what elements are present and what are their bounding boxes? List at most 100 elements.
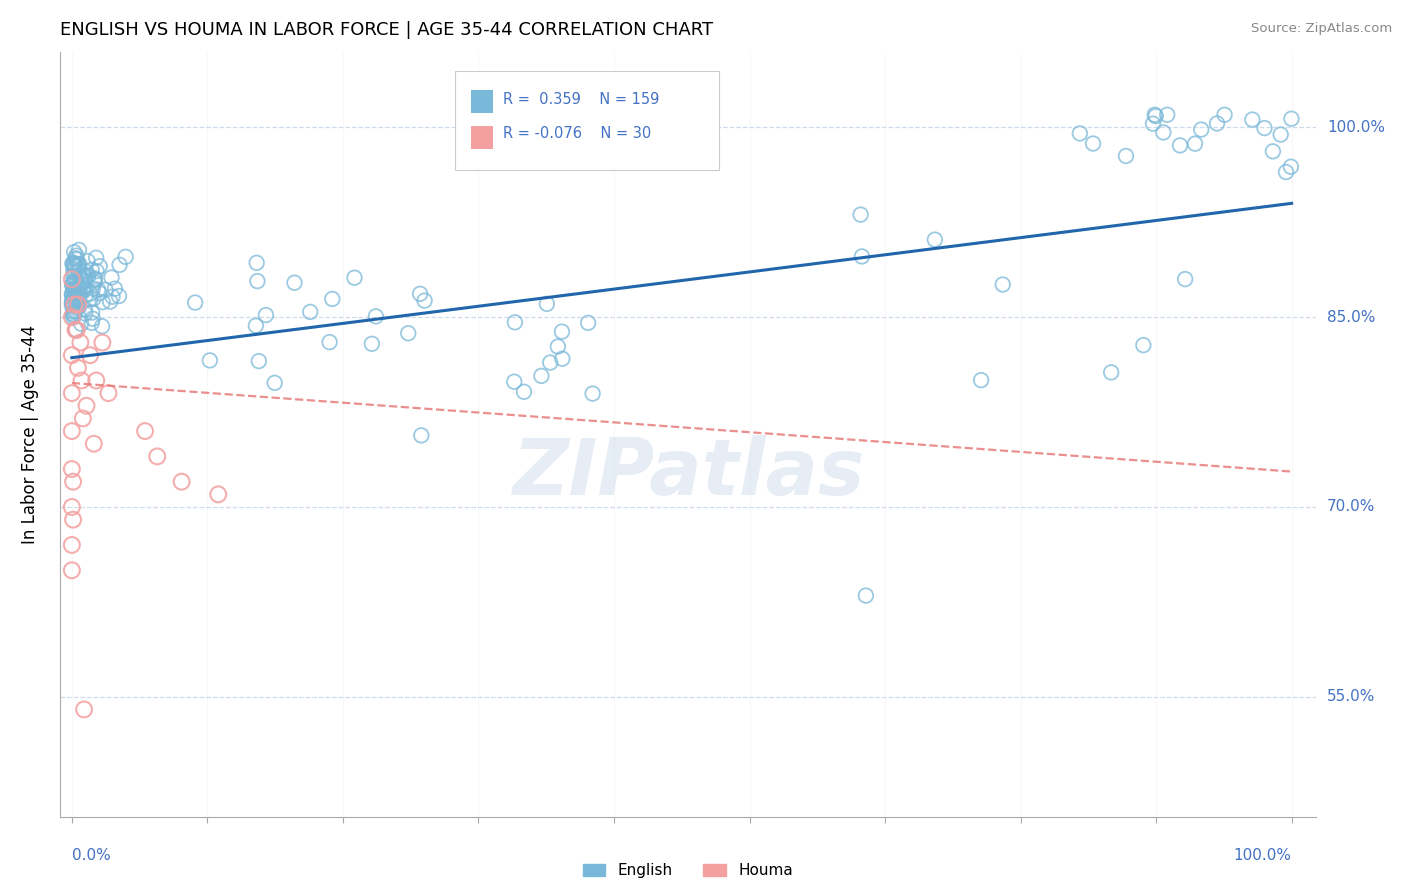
- Point: [67, 268, 90, 282]
- Point: [66, 323, 89, 337]
- Text: Source: ZipAtlas.com: Source: ZipAtlas.com: [1251, 22, 1392, 36]
- Point: [63, 285, 86, 300]
- Point: [62, 261, 84, 276]
- Bar: [456, 70, 720, 170]
- Point: [60, 500, 83, 514]
- Point: [538, 355, 561, 369]
- Point: [66, 252, 89, 267]
- Point: [67, 277, 90, 292]
- Point: [83, 436, 105, 450]
- Point: [66, 285, 89, 300]
- Point: [513, 384, 536, 399]
- Point: [63, 307, 86, 321]
- Point: [581, 386, 603, 401]
- Point: [66, 257, 89, 271]
- Point: [100, 270, 122, 285]
- Point: [849, 208, 872, 222]
- Bar: [471, 126, 494, 149]
- Point: [66, 297, 89, 311]
- Point: [67, 259, 90, 273]
- Point: [72, 272, 94, 286]
- Point: [1115, 149, 1137, 163]
- Point: [207, 487, 229, 501]
- Point: [65, 303, 87, 318]
- Point: [60, 310, 83, 325]
- Point: [63, 245, 86, 260]
- Point: [245, 318, 267, 333]
- Point: [70, 317, 93, 331]
- Point: [60, 462, 83, 476]
- Point: [84, 374, 107, 388]
- Point: [318, 335, 340, 350]
- Point: [67, 257, 90, 271]
- Point: [75, 307, 97, 321]
- Point: [114, 250, 136, 264]
- Point: [343, 270, 366, 285]
- Point: [65, 322, 87, 336]
- Point: [547, 340, 569, 354]
- Point: [246, 256, 269, 270]
- Point: [62, 256, 84, 270]
- Point: [87, 283, 110, 297]
- Point: [503, 315, 526, 329]
- Point: [1099, 365, 1122, 379]
- Point: [70, 286, 93, 301]
- Point: [76, 269, 98, 284]
- Text: 55.0%: 55.0%: [1327, 690, 1375, 705]
- Point: [65, 323, 87, 337]
- Point: [62, 277, 84, 292]
- Point: [1144, 109, 1167, 123]
- Point: [83, 273, 105, 287]
- Point: [73, 702, 96, 716]
- Point: [60, 295, 83, 310]
- Point: [1270, 128, 1292, 142]
- Point: [72, 274, 94, 288]
- Point: [73, 270, 96, 285]
- Point: [63, 297, 86, 311]
- Point: [91, 319, 114, 334]
- Point: [1253, 121, 1275, 136]
- Point: [75, 288, 97, 302]
- Point: [63, 256, 86, 270]
- Point: [82, 292, 104, 306]
- Point: [62, 291, 84, 305]
- Point: [60, 563, 83, 577]
- Point: [91, 295, 114, 310]
- Point: [70, 374, 93, 388]
- Point: [79, 292, 101, 306]
- Point: [1069, 127, 1091, 141]
- Point: [62, 264, 84, 278]
- Text: 0.0%: 0.0%: [72, 847, 111, 863]
- Point: [65, 249, 87, 263]
- Bar: [471, 90, 494, 113]
- Point: [1213, 108, 1236, 122]
- Point: [396, 326, 419, 341]
- Point: [80, 262, 103, 277]
- Point: [60, 277, 83, 292]
- Point: [60, 296, 83, 310]
- Point: [60, 386, 83, 401]
- Point: [60, 286, 83, 301]
- Point: [299, 305, 322, 319]
- Point: [283, 276, 305, 290]
- Point: [75, 274, 97, 288]
- Point: [67, 298, 90, 312]
- Text: ENGLISH VS HOUMA IN LABOR FORCE | AGE 35-44 CORRELATION CHART: ENGLISH VS HOUMA IN LABOR FORCE | AGE 35…: [59, 21, 713, 39]
- Text: ZIPatlas: ZIPatlas: [512, 434, 863, 510]
- Point: [991, 277, 1014, 292]
- Point: [60, 272, 83, 286]
- Point: [1261, 145, 1284, 159]
- Text: 85.0%: 85.0%: [1327, 310, 1375, 325]
- Point: [62, 307, 84, 321]
- Point: [67, 280, 90, 294]
- Point: [66, 300, 89, 314]
- Point: [75, 264, 97, 278]
- Point: [108, 258, 131, 272]
- Point: [89, 259, 111, 273]
- Point: [364, 310, 387, 324]
- Point: [184, 295, 207, 310]
- Point: [70, 276, 93, 290]
- Point: [84, 251, 107, 265]
- Point: [1279, 160, 1302, 174]
- Text: 70.0%: 70.0%: [1327, 500, 1375, 515]
